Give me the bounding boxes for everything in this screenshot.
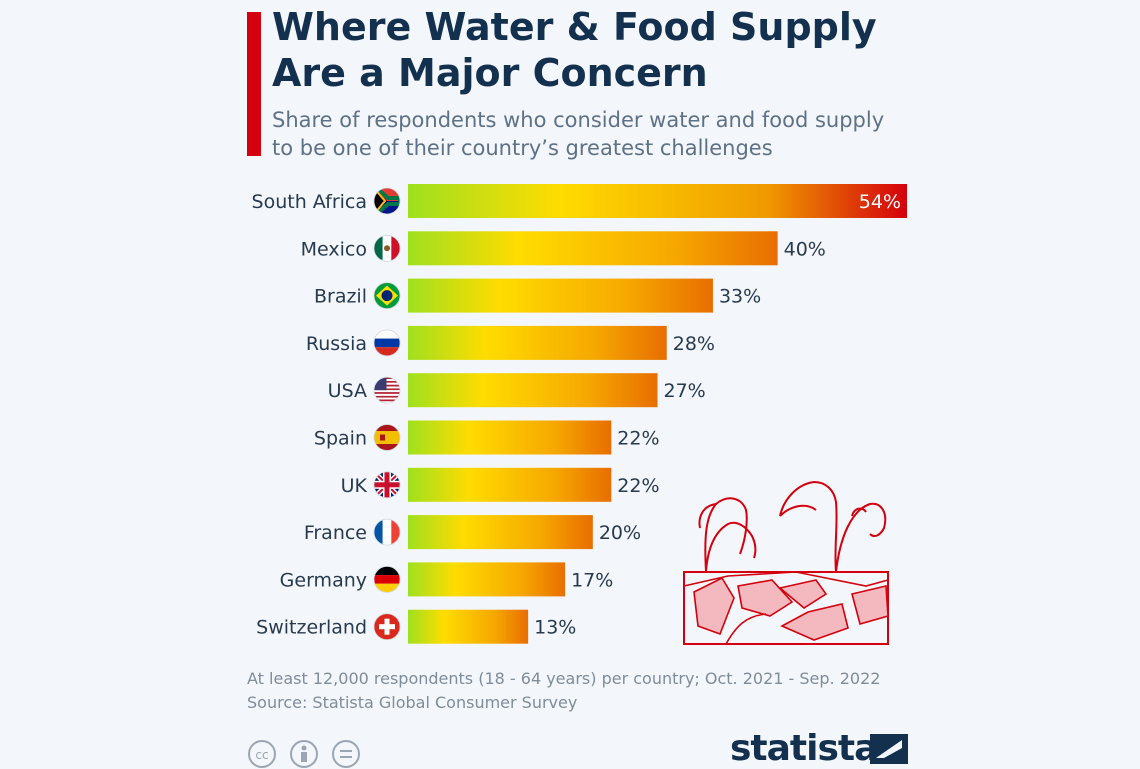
- bar-row-russia: Russia 28%: [306, 325, 715, 360]
- subtitle-line-1: Share of respondents who consider water …: [272, 108, 885, 132]
- value-label: 22%: [617, 475, 659, 497]
- dry-land-illustration: [683, 480, 889, 645]
- title-line-1: Where Water & Food Supply: [272, 5, 877, 49]
- russia-flag: [373, 329, 401, 357]
- footnote: At least 12,000 respondents (18 - 64 yea…: [247, 667, 880, 715]
- value-label: 27%: [664, 380, 706, 402]
- attribution-icon: [290, 740, 318, 768]
- cc-icon: cc: [248, 740, 276, 768]
- title-accent-bar: [247, 12, 261, 156]
- bar: [408, 231, 778, 266]
- value-label: 33%: [719, 286, 761, 308]
- svg-text:cc: cc: [255, 748, 268, 762]
- value-label: 17%: [571, 569, 613, 591]
- value-label: 28%: [673, 333, 715, 355]
- usa-flag: [373, 376, 401, 404]
- category-label: Brazil: [314, 286, 367, 308]
- france-flag: [373, 518, 401, 546]
- bar-row-uk: UK 22%: [341, 467, 660, 502]
- no-derivatives-icon: [332, 740, 360, 768]
- subtitle-line-2: to be one of their country’s greatest ch…: [272, 136, 773, 160]
- bar-row-germany: Germany 17%: [280, 562, 613, 597]
- germany-flag: [373, 566, 401, 593]
- value-label: 22%: [617, 428, 659, 450]
- category-label: France: [304, 522, 367, 544]
- bar: [408, 515, 593, 550]
- spain-flag: [373, 424, 401, 451]
- bar-row-switzerland: Switzerland 13%: [256, 609, 576, 644]
- bar-row-brazil: Brazil 33%: [314, 278, 761, 313]
- bar-row-mexico: Mexico 40%: [301, 231, 826, 266]
- bar: [408, 325, 667, 360]
- footnote-source: Source: Statista Global Consumer Survey: [247, 693, 578, 712]
- statista-logo-mark-icon: [870, 734, 908, 764]
- mexico-flag: [373, 234, 401, 262]
- chart-subtitle: Share of respondents who consider water …: [272, 106, 932, 162]
- switzerland-flag: [373, 613, 401, 641]
- statista-logo: statista: [730, 728, 878, 769]
- bar-chart: South Africa 54% Mexico 40% Brazil 33% Russia 2…: [252, 184, 907, 644]
- bar-row-spain: Spain 22%: [314, 420, 660, 455]
- bar: [408, 420, 612, 455]
- bar-row-usa: USA 27%: [328, 373, 706, 408]
- bar-row-south-africa: South Africa 54%: [252, 184, 907, 218]
- category-label: Russia: [306, 333, 367, 355]
- value-label: 40%: [784, 238, 826, 260]
- value-label: 13%: [534, 617, 576, 639]
- bar: [408, 562, 566, 597]
- bar: [408, 373, 658, 408]
- footnote-note: At least 12,000 respondents (18 - 64 yea…: [247, 669, 881, 688]
- license-icons: cc: [248, 740, 360, 768]
- bar-row-france: France 20%: [304, 515, 641, 550]
- category-label: Switzerland: [256, 617, 367, 639]
- chart-title: Where Water & Food Supply Are a Major Co…: [272, 4, 972, 96]
- category-label: USA: [328, 380, 367, 402]
- bar: [408, 467, 612, 502]
- bar: [408, 184, 907, 218]
- brazil-flag: [373, 282, 401, 310]
- bar: [408, 278, 713, 313]
- value-label: 20%: [599, 522, 641, 544]
- category-label: South Africa: [252, 191, 367, 213]
- uk-flag: [373, 471, 401, 499]
- value-label: 54%: [859, 191, 901, 213]
- category-label: Germany: [280, 569, 367, 591]
- category-label: UK: [341, 475, 368, 497]
- title-line-2: Are a Major Concern: [272, 51, 708, 95]
- category-label: Spain: [314, 428, 367, 450]
- category-label: Mexico: [301, 238, 367, 260]
- south-africa-flag: [373, 187, 401, 215]
- bar: [408, 609, 529, 644]
